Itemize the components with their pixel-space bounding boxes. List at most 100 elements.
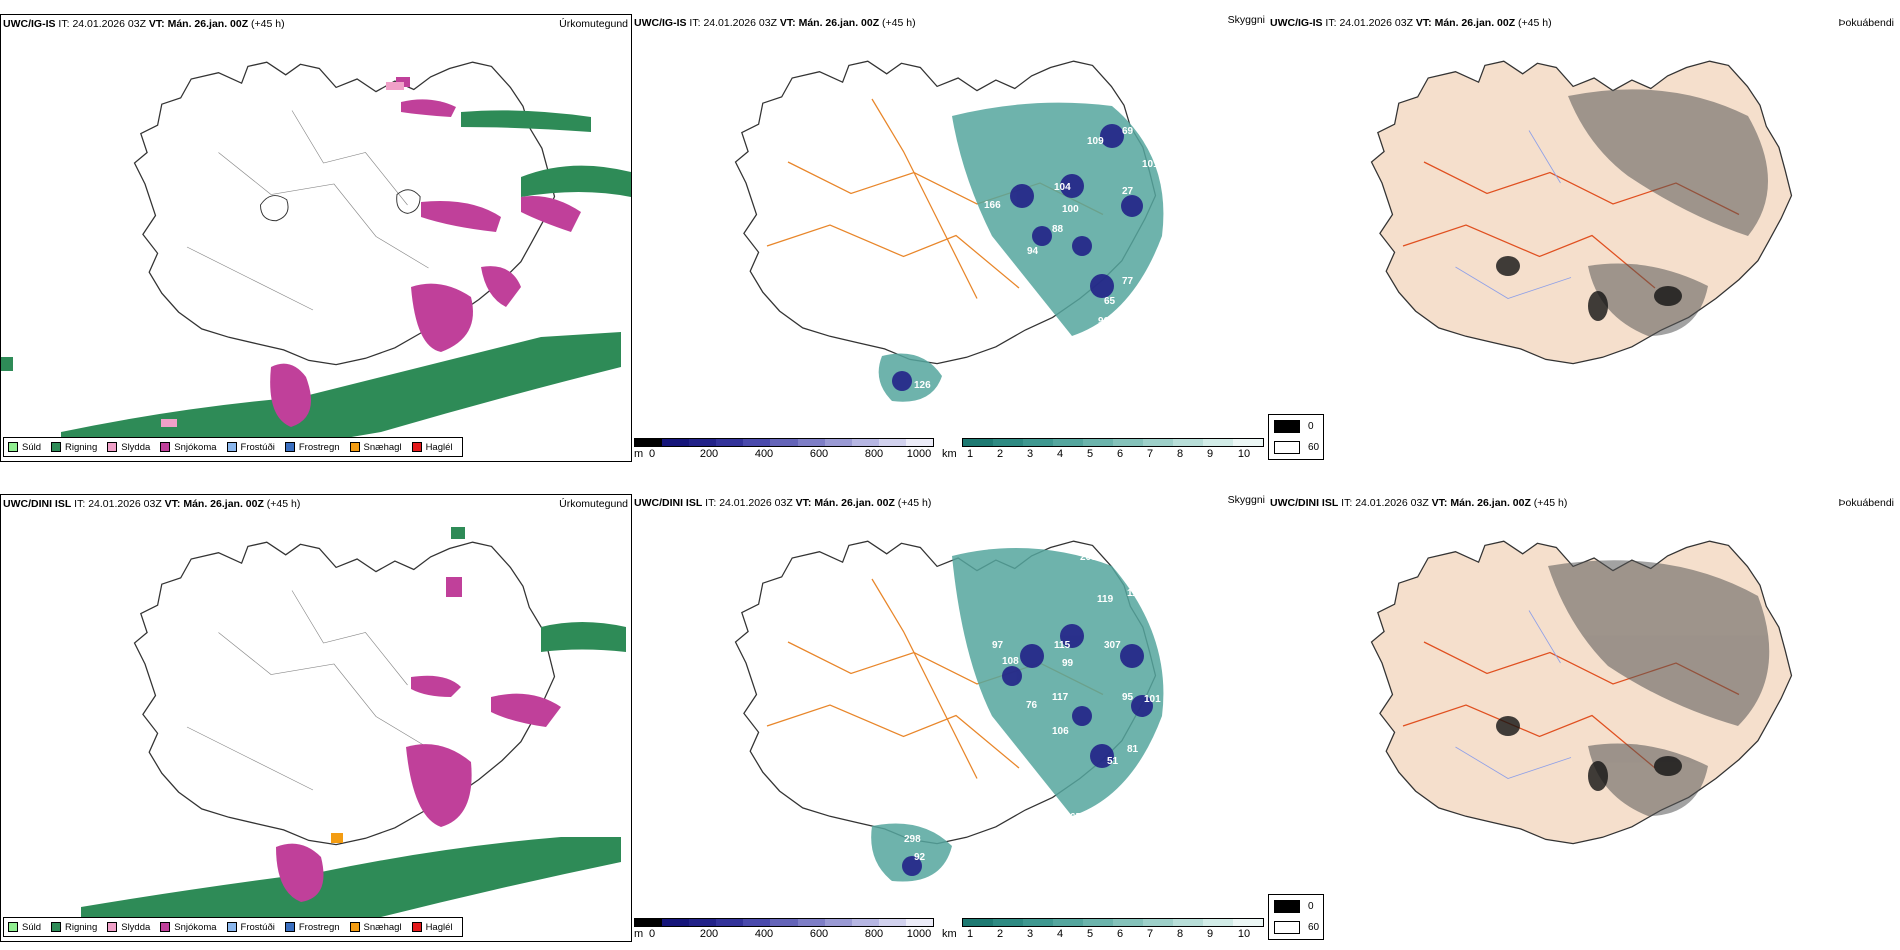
visibility-value: 117 [1052,692,1069,703]
visibility-value: 100 [1062,204,1079,215]
cloud-key: 0 60 [1268,894,1324,940]
visibility-value: 95 [1142,276,1154,287]
fog-dark-area [1496,716,1682,791]
low-ceiling-area [892,124,1143,391]
cloud-panel-bottom: UWC/DINI ISL IT: 24.01.2026 03Z VT: Mán.… [1268,494,1900,942]
legend-item: Snæhagl [349,442,402,453]
visibility-value: 119 [1097,594,1114,605]
cloud-key-row: 0 [1274,900,1314,913]
panel-title: UWC/IG-IS IT: 24.01.2026 03Z VT: Mán. 26… [3,18,285,30]
field-name: Þokuábendi [1838,17,1894,29]
field-name: Úrkomutegund [559,498,628,510]
visibility-colorbar: km 1 2 3 4 5 6 7 8 9 10 [942,918,1264,942]
visibility-value: 65 [1104,296,1116,307]
legend-swatch-hail [411,922,422,932]
panel-title: UWC/DINI ISL IT: 24.01.2026 03Z VT: Mán.… [1270,497,1568,509]
legend-item: Haglél [411,442,453,453]
field-name: Skyggni [1227,14,1265,26]
cloud-map [1370,60,1793,365]
visibility-value: 109 [1087,136,1104,147]
field-name: Þokuábendi [1838,497,1894,509]
visibility-value: 108 [1002,656,1019,667]
sleet-area [161,82,404,427]
visibility-value: 113 [1127,588,1144,599]
panel-title: UWC/DINI ISL IT: 24.01.2026 03Z VT: Mán.… [3,498,301,510]
legend-swatch-sleet [107,922,118,932]
visibility-map [734,60,1164,402]
legend-item: Slydda [107,922,150,933]
cloud-key-row: 0 [1274,420,1314,433]
legend-swatch-freezing-rain [284,922,295,932]
visibility-value: 95 [1122,692,1134,703]
visibility-value: 298 [904,834,921,845]
colorbar-swatches [634,918,934,927]
colorbar-ticks: 0 200 400 600 800 1000 [648,928,932,940]
visibility-value: 101 [1144,694,1161,705]
visibility-value: 92 [914,852,926,863]
legend-item: Slydda [107,442,150,453]
visibility-colorbar: km 1 2 3 4 5 6 7 8 9 10 [942,438,1264,462]
visibility-map [734,540,1164,882]
precip-legend: Súld Rigning Slydda Snjókoma Frostúði Fr… [3,437,463,457]
legend-swatch-rain [51,442,62,452]
visibility-value: 74 [1172,179,1184,190]
legend-item: Frostregn [284,442,340,453]
visibility-value: 66 [1070,344,1082,355]
legend-item: Rigning [51,922,97,933]
ceiling-colorbar: m 0 200 400 600 800 1000 [634,438,934,462]
visibility-value: 166 [942,876,959,887]
visibility-value: 81 [1127,744,1139,755]
colorbar-ticks: 1 2 3 4 5 6 7 8 9 10 [966,448,1251,460]
legend-swatch-freezing-rain [284,442,295,452]
visibility-panel-bottom: UWC/DINI ISL IT: 24.01.2026 03Z VT: Mán.… [632,494,1268,942]
colorbar-swatches [962,918,1264,927]
legend-item: Frostregn [284,922,340,933]
cloud-key-row: 60 [1274,441,1319,454]
legend-swatch-rain [51,922,62,932]
colorbar-unit: km [942,928,957,940]
visibility-value: 166 [984,200,1001,211]
field-name: Úrkomutegund [559,18,628,30]
legend-item: Rigning [51,442,97,453]
snow-area [270,77,581,427]
colorbar-unit: m [634,448,644,460]
colorbar-unit: km [942,448,957,460]
visibility-value: 96 [1098,316,1110,327]
colorbar-ticks: 0 200 400 600 800 1000 [648,448,932,460]
legend-swatch-snow [160,442,171,452]
visibility-value: 39 [942,400,954,411]
legend-swatch-snow-grains [349,442,360,452]
visibility-value: 27 [1122,186,1134,197]
colorbar-unit: m [634,928,644,940]
legend-item: Haglél [411,922,453,933]
legend-swatch-snow-grains [349,922,360,932]
fog-dark-area [1496,256,1682,321]
snow-grains-area [331,833,343,843]
legend-item: Snjókoma [160,922,217,933]
cloud-map [1370,540,1793,845]
visibility-value: 307 [1104,640,1121,651]
colorbar-swatches [634,438,934,447]
colorbar-ticks: 1 2 3 4 5 6 7 8 9 10 [966,928,1251,940]
precip-map [1,61,631,457]
visibility-value: 76 [1026,700,1038,711]
rain-area [1,110,631,457]
visibility-value: 67 [1157,608,1169,619]
cloud-key-row: 60 [1274,921,1319,934]
precip-map [81,527,626,937]
legend-item: Snjókoma [160,442,217,453]
legend-swatch-snow [160,922,171,932]
visibility-value: 88 [1052,224,1064,235]
visibility-value: 69 [1122,126,1134,137]
panel-title: UWC/DINI ISL IT: 24.01.2026 03Z VT: Mán.… [634,497,932,509]
legend-item: Frostúði [226,442,275,453]
panel-title: UWC/IG-IS IT: 24.01.2026 03Z VT: Mán. 26… [1270,17,1552,29]
precip-panel-bottom: UWC/DINI ISL IT: 24.01.2026 03Z VT: Mán.… [0,494,632,942]
field-name: Skyggni [1227,494,1265,506]
visibility-value: 97 [992,640,1004,651]
ceiling-colorbar: m 0 200 400 600 800 1000 [634,918,934,942]
visibility-value: 115 [1054,640,1071,651]
visibility-panel-top: UWC/IG-IS IT: 24.01.2026 03Z VT: Mán. 26… [632,14,1268,462]
precip-legend: Súld Rigning Slydda Snjókoma Frostúði Fr… [3,917,463,937]
visibility-value: 77 [1122,276,1134,287]
